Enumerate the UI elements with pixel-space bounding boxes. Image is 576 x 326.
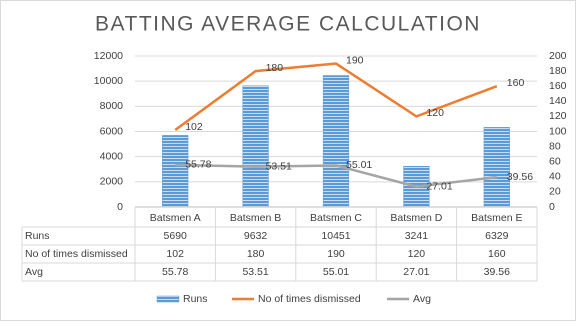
x-tick-label: Batsmen A — [150, 212, 201, 224]
line-series — [174, 62, 498, 131]
y2-tick-label: 80 — [549, 140, 561, 152]
table-cell: 180 — [247, 248, 265, 260]
bar — [483, 127, 510, 208]
x-tick-label: Batsmen C — [310, 212, 362, 224]
y2-tick-label: 40 — [549, 171, 561, 183]
y2-tick-label: 160 — [549, 80, 567, 92]
data-label: 39.56 — [507, 171, 533, 183]
x-tick-label: Batsmen B — [230, 212, 281, 224]
table-cell: 6329 — [485, 230, 509, 242]
table-cell: 190 — [327, 248, 345, 260]
legend-label: Runs — [183, 293, 208, 305]
y-tick-label: 4000 — [100, 150, 124, 162]
legend-label: Avg — [413, 293, 431, 305]
table-cell: 10451 — [321, 230, 350, 242]
bar — [242, 85, 269, 208]
y2-tick-label: 0 — [549, 201, 555, 213]
table-row-label: Runs — [25, 230, 50, 242]
data-label: 55.01 — [346, 159, 372, 171]
legend-label: No of times dismissed — [258, 293, 361, 305]
legend-swatch — [156, 295, 180, 303]
y-tick-label: 0 — [117, 201, 123, 213]
table-cell: 120 — [408, 248, 426, 260]
data-label: 53.51 — [266, 160, 292, 172]
y-tick-label: 6000 — [100, 125, 124, 137]
table-cell: 39.56 — [484, 266, 510, 278]
y2-tick-label: 200 — [549, 50, 567, 62]
bar — [322, 75, 350, 208]
table-cell: 5690 — [164, 230, 188, 242]
bar — [162, 135, 189, 208]
y-tick-label: 8000 — [100, 100, 124, 112]
y-tick-label: 2000 — [100, 176, 124, 188]
x-tick-label: Batsmen E — [471, 212, 522, 224]
table-cell: 3241 — [405, 230, 429, 242]
data-label: 120 — [426, 107, 444, 119]
line-series — [175, 163, 497, 188]
table-cell: 9632 — [244, 230, 268, 242]
data-label: 102 — [185, 121, 203, 133]
table-cell: 160 — [488, 248, 506, 260]
data-label: 180 — [266, 62, 284, 74]
x-tick-label: Batsmen D — [390, 212, 442, 224]
table-row-label: No of times dismissed — [25, 248, 128, 260]
y-tick-label: 12000 — [94, 50, 123, 62]
y2-tick-label: 20 — [549, 186, 561, 198]
data-label: 27.01 — [426, 180, 452, 192]
y2-tick-label: 180 — [549, 65, 567, 77]
y2-tick-label: 60 — [549, 155, 561, 167]
y-tick-label: 10000 — [94, 75, 123, 87]
table-row-label: Avg — [25, 266, 43, 278]
table-cell: 102 — [166, 248, 184, 260]
y2-tick-label: 140 — [549, 95, 567, 107]
table-cell: 55.78 — [162, 266, 188, 278]
chart-title: BATTING AVERAGE CALCULATION — [95, 13, 481, 36]
data-label: 160 — [507, 77, 525, 89]
table-cell: 27.01 — [403, 266, 429, 278]
y2-tick-label: 120 — [549, 110, 567, 122]
table-cell: 55.01 — [323, 266, 349, 278]
data-label: 190 — [346, 54, 364, 66]
table-cell: 53.51 — [242, 266, 268, 278]
y2-tick-label: 100 — [549, 125, 567, 137]
data-label: 55.78 — [185, 159, 211, 171]
